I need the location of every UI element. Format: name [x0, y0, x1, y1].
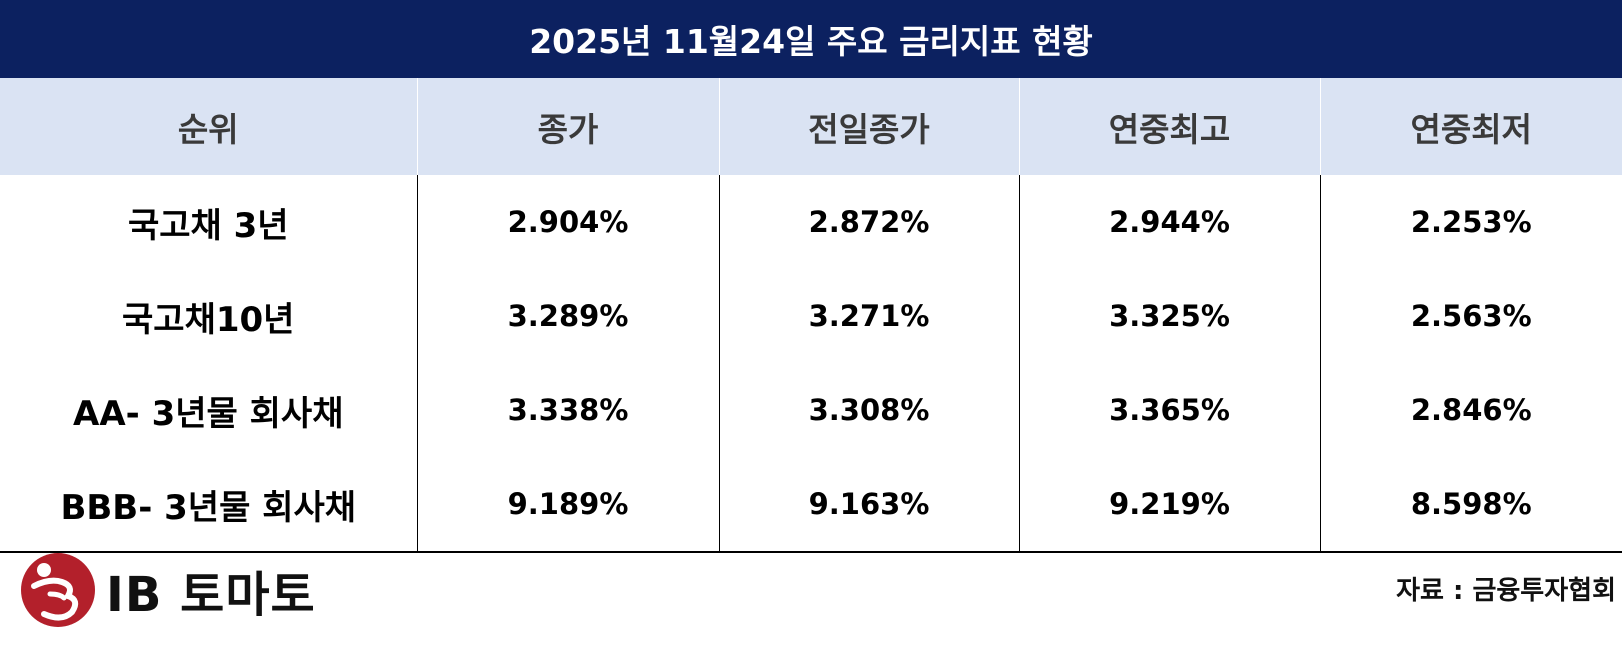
- rate-cell: 2.563%: [1319, 269, 1622, 363]
- rate-cell: 9.219%: [1018, 457, 1320, 552]
- table-row: 국고채 3년 2.904% 2.872% 2.944% 2.253%: [0, 175, 1622, 269]
- row-label: 국고채 3년: [127, 205, 289, 246]
- rate-cell: 2.846%: [1319, 363, 1622, 457]
- row-label: 국고채10년: [122, 299, 295, 340]
- table-row: BBB- 3년물 회사채 9.189% 9.163% 9.219% 8.598%: [0, 457, 1622, 552]
- rate-cell: 8.598%: [1319, 457, 1622, 552]
- row-label: AA- 3년물 회사채: [73, 393, 344, 434]
- rate-cell: 3.338%: [416, 363, 719, 457]
- column-header: 순위: [0, 78, 417, 175]
- logo-icon: [21, 553, 95, 627]
- rate-cell: 9.189%: [416, 457, 719, 552]
- column-header: 연중최고: [1018, 78, 1320, 175]
- rate-cell: 2.253%: [1319, 175, 1622, 269]
- rate-cell: 3.271%: [718, 269, 1019, 363]
- source-note: 자료 : 금융투자협회: [1396, 576, 1616, 606]
- rate-cell: 9.163%: [718, 457, 1019, 552]
- title-bar: 2025년 11월24일 주요 금리지표 현황: [0, 0, 1622, 78]
- rate-cell: 2.944%: [1018, 175, 1320, 269]
- table-row: 국고채10년 3.289% 3.271% 3.325% 2.563%: [0, 269, 1622, 363]
- column-header: 전일종가: [718, 78, 1019, 175]
- logo: IB 토마토: [20, 552, 316, 628]
- header-row: 순위 종가 전일종가 연중최고 연중최저: [0, 78, 1622, 175]
- column-header: 종가: [416, 78, 719, 175]
- row-label: BBB- 3년물 회사채: [60, 487, 357, 528]
- rate-cell: 3.325%: [1018, 269, 1320, 363]
- table-row: AA- 3년물 회사채 3.338% 3.308% 3.365% 2.846%: [0, 363, 1622, 457]
- rate-cell: 3.365%: [1018, 363, 1320, 457]
- table-body: 국고채 3년 2.904% 2.872% 2.944% 2.253% 국고채10년 3.28…: [0, 175, 1622, 552]
- column-header: 연중최저: [1319, 78, 1622, 175]
- rate-table: 순위 종가 전일종가 연중최고 연중최저 국고채 3년 2.904% 2.872% 2.944…: [0, 78, 1622, 553]
- logo-text: IB 토마토: [106, 567, 316, 623]
- rate-cell: 2.904%: [416, 175, 719, 269]
- rate-cell: 3.289%: [416, 269, 719, 363]
- rate-cell: 2.872%: [718, 175, 1019, 269]
- rate-cell: 3.308%: [718, 363, 1019, 457]
